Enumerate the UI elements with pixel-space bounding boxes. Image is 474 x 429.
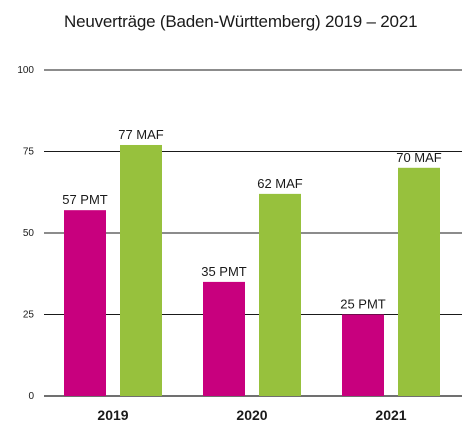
data-label-2019-2: 77 MAF: [118, 127, 164, 142]
category-label-2019: 2019: [97, 407, 128, 423]
bar-2021-2: [398, 167, 440, 396]
y-tick-label-100: 100: [17, 65, 34, 76]
data-label-2021-1: 25 PMT: [340, 297, 386, 312]
y-tick-label-75: 75: [23, 147, 35, 158]
category-label-2020: 2020: [236, 407, 267, 423]
data-label-2020-1: 35 PMT: [201, 264, 247, 279]
y-tick-label-25: 25: [23, 310, 35, 321]
chart-title: Neuverträge (Baden-Württemberg) 2019 – 2…: [64, 12, 418, 31]
y-tick-label-50: 50: [23, 228, 35, 239]
y-tick-label-0: 0: [28, 391, 34, 402]
category-label-2021: 2021: [375, 407, 406, 423]
data-labels: 57 PMT 77 MAF 35 PMT 62 MAF 25 PMT 70 MAF: [62, 127, 442, 312]
gridlines: [44, 69, 462, 397]
data-label-2019-1: 57 PMT: [62, 192, 108, 207]
bar-2021-1: [342, 314, 384, 396]
y-axis-ticks: 0 25 50 75 100: [17, 65, 34, 402]
data-label-2020-2: 62 MAF: [257, 176, 303, 191]
x-axis-categories: 2019 2020 2021: [97, 407, 406, 423]
bar-2019-2: [120, 144, 162, 396]
data-label-2021-2: 70 MAF: [396, 150, 442, 165]
bars: [64, 144, 440, 396]
bar-2020-1: [203, 281, 245, 396]
bar-2019-1: [64, 210, 106, 396]
bar-2020-2: [259, 193, 301, 396]
